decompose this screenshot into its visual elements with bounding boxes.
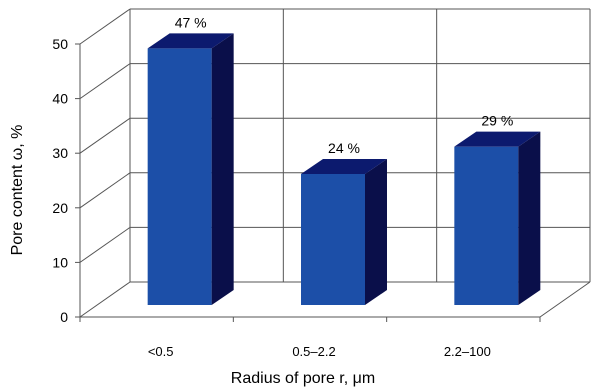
bar-front <box>301 173 365 305</box>
bar-side <box>518 131 541 305</box>
y-tick-label: 30 <box>52 145 68 161</box>
y-tick-label: 10 <box>52 254 68 270</box>
floor-right-edge <box>539 281 591 318</box>
x-category-label: 2.2–100 <box>444 344 491 359</box>
bar-data-label: 29 % <box>481 113 513 129</box>
y-axis-title: Pore content ω, % <box>9 125 26 256</box>
gridline-left-wall <box>79 117 131 154</box>
bar-top <box>301 158 387 174</box>
bar-top <box>147 33 234 49</box>
bar-front <box>147 48 212 305</box>
gridline-left-wall <box>79 172 131 209</box>
data-labels: 47 % 24 % 29 % <box>175 14 514 156</box>
gridline-left-wall <box>79 63 131 100</box>
bar-data-label: 24 % <box>328 140 360 156</box>
gridline-left-wall <box>79 281 131 318</box>
y-axis-ticks: 0 10 20 30 40 50 <box>52 36 68 325</box>
bar-side <box>365 158 387 305</box>
bar-top <box>454 131 541 147</box>
gridline-left-wall <box>79 8 131 45</box>
y-tick-label: 0 <box>60 309 68 325</box>
x-category-label: <0.5 <box>148 344 174 359</box>
bar-front <box>454 146 519 305</box>
bar-data-label: 47 % <box>175 14 207 30</box>
x-axis-categories: <0.5 0.5–2.2 2.2–100 <box>148 344 491 359</box>
gridline-left-wall <box>79 226 131 263</box>
bar-side <box>211 33 234 305</box>
y-tick-label: 50 <box>52 36 68 52</box>
x-category-label: 0.5–2.2 <box>292 344 335 359</box>
y-tick-label: 20 <box>52 200 68 216</box>
bars <box>147 33 541 305</box>
y-tick-label: 40 <box>52 91 68 107</box>
x-axis-title: Radius of pore r, μm <box>231 370 375 387</box>
